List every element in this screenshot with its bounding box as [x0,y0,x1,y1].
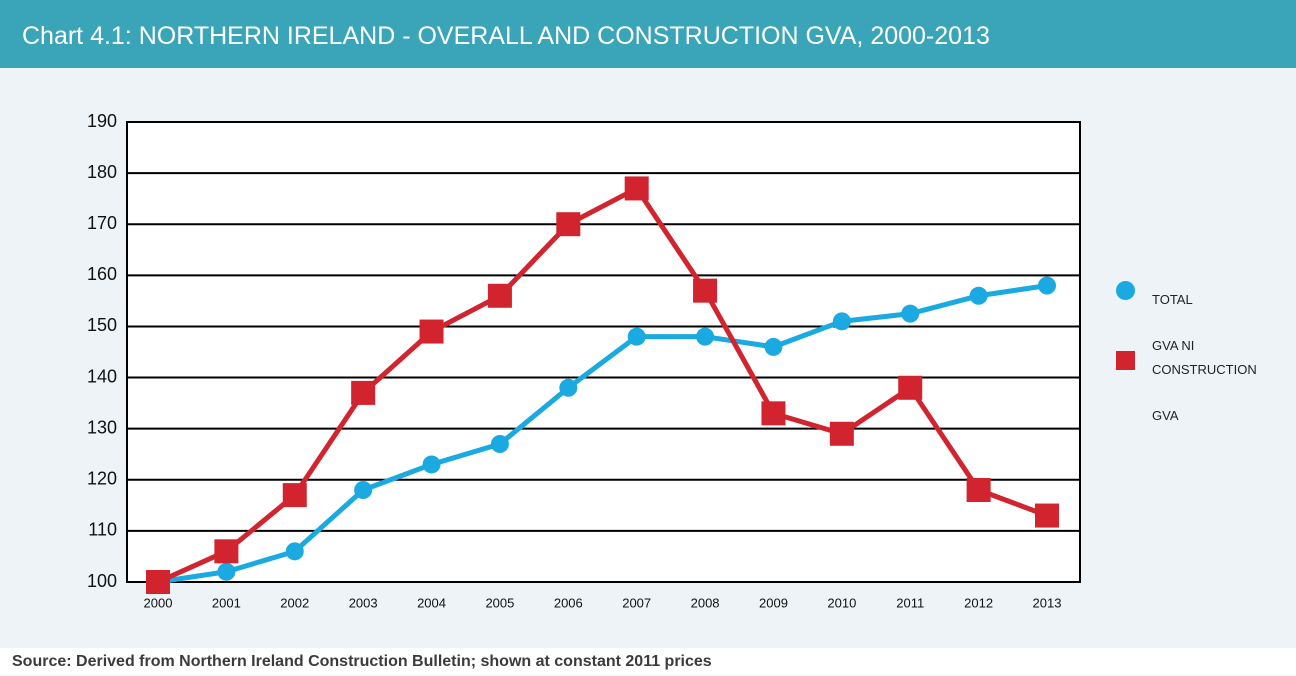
y-tick-label: 150 [87,315,117,335]
x-tick-label: 2003 [349,595,378,610]
source-note: Source: Derived from Northern Ireland Co… [0,648,1296,675]
y-tick-label: 160 [87,264,117,284]
x-tick-label: 2011 [896,595,924,610]
x-tick-label: 2012 [964,595,993,610]
x-tick-label: 2008 [691,595,720,610]
data-point [966,478,991,502]
data-point [282,483,307,508]
data-point [764,337,783,356]
y-tick-label: 130 [87,417,117,437]
legend-swatch [1116,351,1135,370]
data-point [761,401,786,426]
chart-title: Chart 4.1: NORTHERN IRELAND - OVERALL AN… [0,0,1296,68]
x-tick-label: 2013 [1033,595,1062,610]
y-tick-label: 170 [87,213,117,233]
legend-swatch [1116,281,1135,300]
x-tick-label: 2002 [280,595,309,610]
data-point [696,327,715,346]
series-line [157,283,1048,585]
data-point [214,539,239,564]
y-tick-label: 110 [88,520,117,540]
data-point [969,286,988,305]
data-point [419,319,444,344]
data-point [351,380,376,405]
data-point [556,212,581,237]
data-point [422,455,441,474]
data-point [829,421,854,446]
legend-label: TOTAL GVA NI [1152,292,1195,353]
x-tick-label: 2009 [759,595,788,610]
y-tick-label: 190 [87,111,117,131]
data-point [354,481,373,499]
x-tick-label: 2006 [554,595,583,610]
y-tick-label: 180 [87,162,117,182]
data-point [898,375,923,400]
data-point [217,562,236,581]
x-tick-label: 2005 [485,595,514,610]
data-point [1035,503,1059,528]
x-tick-label: 2001 [212,595,241,610]
data-point [693,278,718,303]
data-point [490,435,509,453]
data-point [627,327,646,346]
x-tick-label: 2010 [827,595,856,610]
y-tick-label: 140 [87,366,117,386]
data-point [901,304,920,323]
x-tick-label: 2004 [417,595,446,610]
data-point [832,312,851,331]
data-point [285,542,304,561]
x-tick-label: 2007 [622,595,651,610]
y-tick-label: 120 [87,469,117,489]
data-point [146,570,170,594]
data-point [1038,276,1056,295]
data-point [624,176,649,201]
legend-label: CONSTRUCTION GVA [1152,362,1257,423]
data-point [487,283,512,308]
data-point [559,378,578,397]
x-tick-label: 2000 [144,595,173,610]
y-tick-label: 100 [87,571,117,591]
